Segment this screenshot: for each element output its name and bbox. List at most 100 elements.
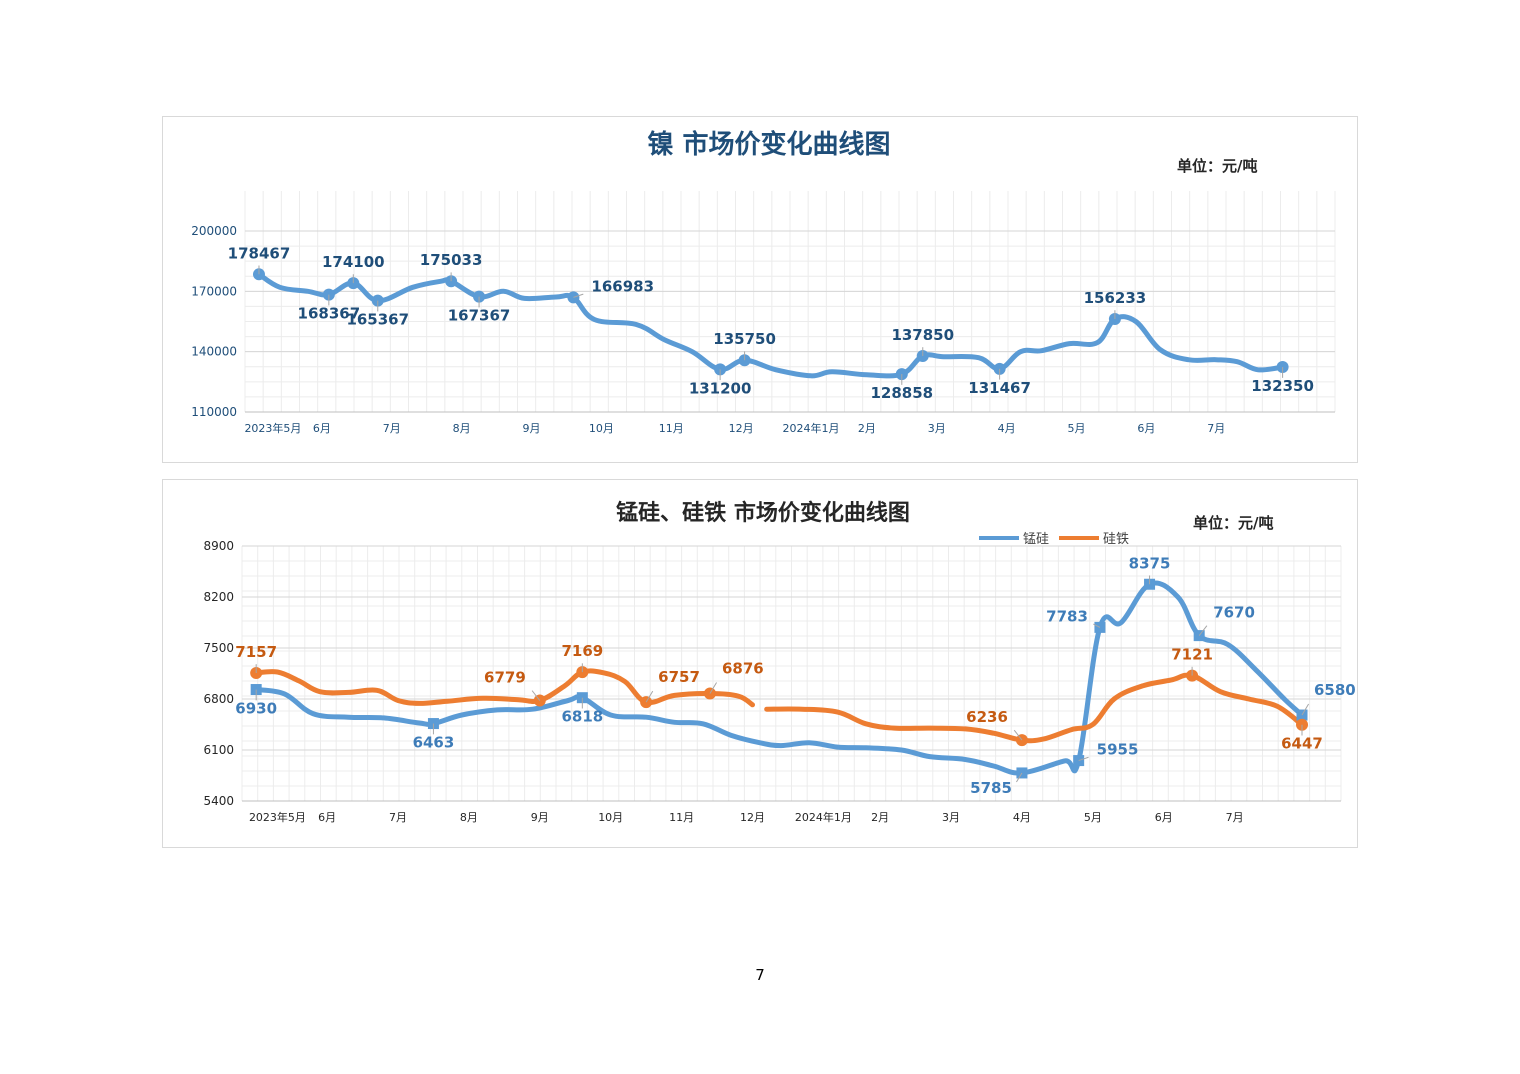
x-tick-label: 6月 — [318, 811, 336, 824]
data-label: 6447 — [1281, 735, 1323, 753]
x-tick-label: 2024年1月 — [782, 421, 839, 435]
data-label: 7157 — [235, 643, 277, 661]
x-tick-label: 6月 — [313, 422, 331, 435]
x-tick-label: 7月 — [389, 811, 407, 824]
data-label: 6463 — [413, 734, 455, 752]
data-label: 137850 — [891, 326, 954, 344]
data-label-leader — [709, 682, 717, 694]
data-label: 156233 — [1084, 289, 1147, 307]
data-label-leader — [1013, 729, 1023, 741]
data-label: 128858 — [870, 384, 933, 402]
y-tick-label: 7500 — [203, 641, 234, 655]
x-tick-label: 2023年5月 — [244, 421, 301, 435]
legend-label: 硅铁 — [1103, 532, 1129, 547]
y-tick-label: 8200 — [203, 590, 234, 604]
x-tick-label: 5月 — [1084, 811, 1102, 824]
data-label-leader — [1301, 703, 1310, 716]
x-tick-label: 11月 — [669, 811, 694, 824]
data-label: 7670 — [1213, 604, 1255, 622]
data-label: 168367 — [298, 305, 361, 323]
data-point-marker — [1015, 734, 1028, 747]
data-label-leader — [573, 293, 584, 298]
data-point-marker — [445, 275, 458, 288]
data-label: 5955 — [1097, 741, 1139, 759]
gridlines — [241, 545, 1342, 802]
data-label-leader — [1093, 623, 1101, 628]
data-label: 165367 — [346, 311, 409, 329]
x-tick-label: 7月 — [383, 422, 401, 435]
legend-label: 锰硅 — [1023, 532, 1049, 547]
data-point-marker — [576, 666, 589, 679]
x-tick-label: 3月 — [928, 422, 946, 435]
data-label: 6779 — [484, 669, 526, 687]
x-tick-label: 2023年5月 — [249, 810, 306, 824]
x-tick-label: 5月 — [1067, 422, 1085, 435]
mnsi-fesi-chart: 锰硅、硅铁 市场价变化曲线图单位：元/吨 5400 6100 6800 7500 8200… — [203, 500, 1356, 824]
series-line — [253, 668, 755, 708]
x-tick-label: 4月 — [998, 422, 1016, 435]
data-point-marker — [533, 694, 546, 707]
data-point-marker — [640, 696, 653, 709]
y-tick-label: 200000 — [191, 224, 237, 238]
x-tick-label: 12月 — [740, 811, 765, 824]
y-tick-label: 6800 — [203, 692, 234, 706]
data-label: 6818 — [561, 708, 603, 726]
data-label: 7121 — [1171, 646, 1213, 664]
y-tick-label: 110000 — [191, 405, 237, 419]
data-label: 6876 — [722, 659, 764, 677]
data-label: 6757 — [658, 668, 700, 686]
x-tick-label: 9月 — [522, 422, 540, 435]
data-label: 167367 — [448, 307, 511, 325]
data-label: 6930 — [235, 700, 277, 718]
unit-label: 单位：元/吨 — [1177, 157, 1257, 175]
chart-title: 锰硅、硅铁 市场价变化曲线图 — [616, 500, 910, 526]
data-label: 7783 — [1046, 607, 1088, 625]
unit-label: 单位：元/吨 — [1193, 514, 1273, 532]
gridlines — [244, 191, 1336, 413]
data-label: 174100 — [322, 253, 385, 271]
nickel-chart-panel: 镍 市场价变化曲线图 单位：元/吨 110000 140000 170000 200000… — [162, 116, 1358, 463]
y-tick-label: 5400 — [203, 794, 234, 808]
data-label: 6236 — [966, 708, 1008, 726]
data-label: 178467 — [228, 244, 291, 262]
data-label: 175033 — [420, 251, 483, 269]
data-label: 131200 — [689, 379, 752, 397]
series-line — [764, 672, 1305, 744]
x-tick-label: 11月 — [659, 422, 684, 435]
x-tick-label: 7月 — [1226, 811, 1244, 824]
x-tick-label: 2024年1月 — [795, 810, 852, 824]
data-point-marker — [1073, 755, 1085, 767]
data-label: 131467 — [968, 379, 1031, 397]
x-tick-label: 2月 — [858, 422, 876, 435]
page-number: 7 — [755, 966, 765, 984]
chart-title: 镍 市场价变化曲线图 — [647, 129, 890, 160]
data-point-marker — [703, 687, 716, 700]
x-tick-label: 8月 — [453, 422, 471, 435]
data-label: 8375 — [1129, 554, 1171, 572]
data-label: 135750 — [713, 330, 776, 348]
x-tick-label: 10月 — [598, 811, 623, 824]
y-tick-label: 6100 — [203, 743, 234, 757]
data-label: 132350 — [1251, 377, 1314, 395]
x-tick-label: 2月 — [871, 811, 889, 824]
data-point-marker — [1016, 767, 1028, 779]
mnsi-fesi-chart-panel: 锰硅、硅铁 市场价变化曲线图单位：元/吨 5400 6100 6800 7500 8200… — [162, 479, 1358, 848]
x-tick-label: 3月 — [942, 811, 960, 824]
x-tick-label: 12月 — [729, 422, 754, 435]
x-tick-label: 8月 — [460, 811, 478, 824]
data-label: 166983 — [591, 277, 654, 295]
x-tick-label: 9月 — [531, 811, 549, 824]
data-label-leader — [1198, 625, 1208, 636]
data-label-leader — [645, 690, 654, 703]
data-label-leader — [1078, 756, 1089, 762]
series-line — [256, 271, 1286, 379]
y-tick-label: 140000 — [191, 345, 237, 359]
x-tick-label: 7月 — [1207, 422, 1225, 435]
x-tick-label: 4月 — [1013, 811, 1031, 824]
y-tick-label: 8900 — [203, 539, 234, 553]
data-label: 6580 — [1314, 681, 1356, 699]
x-tick-label: 6月 — [1155, 811, 1173, 824]
data-label: 7169 — [561, 642, 603, 660]
x-tick-label: 6月 — [1137, 422, 1155, 435]
